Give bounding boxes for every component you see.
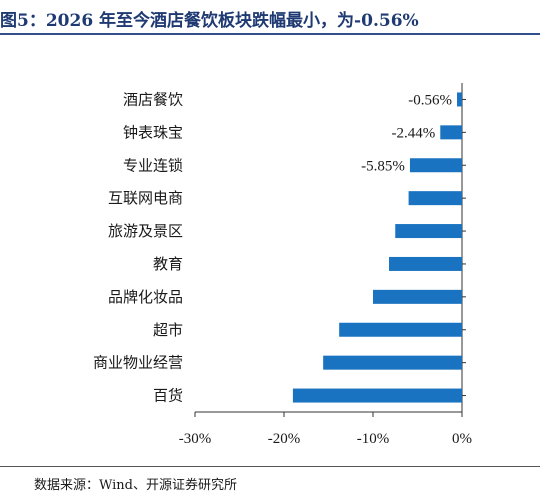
data-label: -5.85% (361, 158, 405, 174)
title-divider (0, 33, 540, 35)
bar (395, 224, 462, 239)
category-label: 互联网电商 (108, 189, 183, 207)
x-tick-label: -30% (179, 431, 212, 447)
data-label: -2.44% (392, 125, 436, 141)
bar (323, 355, 462, 370)
bar (292, 388, 462, 403)
category-label: 教育 (153, 255, 183, 273)
bar (440, 125, 462, 140)
category-label: 百货 (153, 387, 183, 405)
x-tick-label: 0% (452, 431, 472, 447)
x-tick-label: -10% (357, 431, 390, 447)
source-note: 数据来源：Wind、开源证券研究所 (34, 478, 237, 493)
x-tick-label: -20% (268, 431, 301, 447)
bar (339, 322, 462, 337)
bar (373, 289, 462, 304)
bar (408, 191, 462, 206)
data-label: -0.56% (408, 92, 452, 108)
category-label: 商业物业经营 (93, 354, 183, 372)
category-label: 专业连锁 (123, 156, 183, 174)
category-label: 酒店餐饮 (123, 90, 183, 108)
bar (389, 256, 462, 271)
category-label: 超市 (153, 321, 183, 339)
category-label: 钟表珠宝 (123, 123, 183, 141)
bar (457, 92, 462, 107)
figure-title: 图5：2026 年至今酒店餐饮板块跌幅最小，为-0.56% (0, 11, 419, 31)
bar (409, 158, 462, 173)
category-label: 品牌化妆品 (108, 288, 183, 306)
source-divider (0, 466, 540, 467)
category-label: 旅游及景区 (108, 222, 183, 240)
